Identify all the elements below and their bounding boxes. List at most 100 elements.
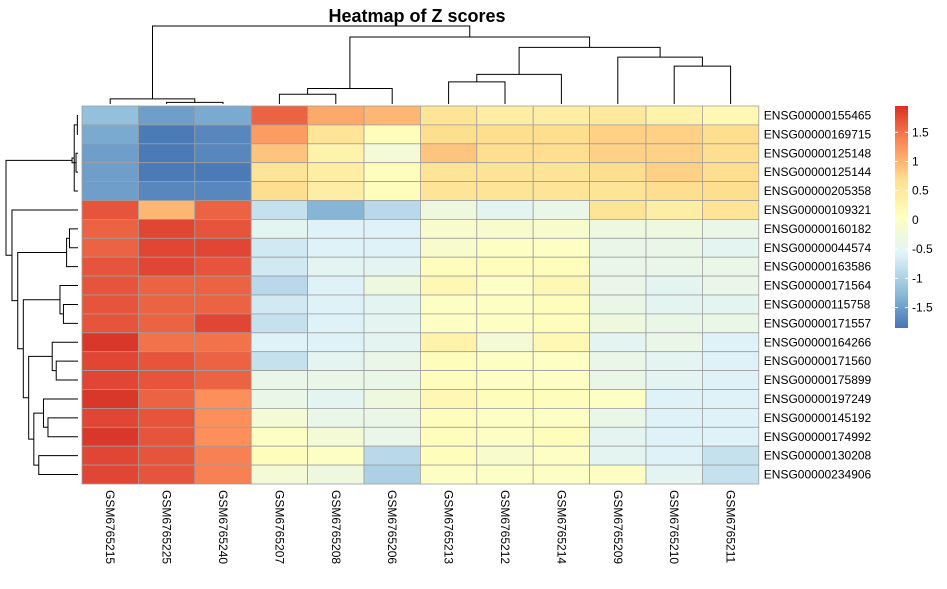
heatmap-cell [702, 237, 760, 258]
dendrogram-branch [17, 251, 67, 350]
heatmap-cell [532, 105, 591, 126]
heatmap-cell [476, 237, 534, 258]
heatmap-cell [589, 370, 647, 390]
heatmap-cell [419, 275, 478, 296]
heatmap-cell [250, 464, 308, 485]
dendrogram-branch [349, 36, 591, 89]
heatmap-cell [137, 256, 196, 277]
dendrogram-branch [278, 93, 337, 104]
heatmap-cell [532, 407, 591, 428]
heatmap-cell [137, 143, 196, 164]
legend-tick-label: -0.5 [912, 242, 933, 256]
heatmap-cell [81, 124, 139, 145]
legend-tick-label: 1 [912, 155, 919, 169]
color-legend: -1.5 -1 -0.5 0 0.5 1 1.5 [895, 106, 933, 328]
heatmap-cell [645, 124, 703, 145]
heatmap-cell [81, 256, 139, 277]
heatmap-cell [250, 332, 308, 353]
heatmap-cell [363, 445, 421, 466]
heatmap-cell [419, 162, 478, 182]
heatmap-cell [645, 237, 703, 258]
heatmap-cell [194, 294, 252, 315]
heatmap-cell [363, 351, 421, 372]
heatmap-cell [476, 313, 534, 334]
heatmap-cell [645, 332, 703, 353]
heatmap-cell [81, 332, 139, 353]
heatmap-cell [532, 124, 591, 145]
heatmap-cell [307, 332, 365, 353]
heatmap-cell [645, 162, 703, 182]
heatmap-cell [589, 313, 647, 334]
row-label: ENSG00000115758 [764, 297, 871, 311]
heatmap-cell [81, 181, 139, 201]
heatmap-cell [702, 200, 760, 220]
column-label: GSM6765206 [385, 490, 399, 564]
heatmap-cell [81, 200, 139, 220]
heatmap-cell [307, 370, 365, 390]
chart-title: Heatmap of Z scores [328, 6, 505, 26]
heatmap-cell [81, 445, 139, 466]
heatmap-cell [589, 105, 647, 126]
heatmap-cell [137, 389, 196, 409]
column-label: GSM6765240 [216, 490, 230, 564]
heatmap-cell [476, 124, 534, 145]
heatmap-cell [532, 181, 591, 201]
heatmap-cell [81, 294, 139, 315]
heatmap-cell [645, 407, 703, 428]
dendrogram-branch [66, 237, 78, 268]
row-label: ENSG00000160182 [764, 222, 872, 236]
heatmap-cell [419, 294, 478, 315]
heatmap-cell [532, 294, 591, 315]
heatmap-cell [81, 105, 139, 126]
heatmap-cell [532, 218, 591, 239]
dendrogram-branch [109, 98, 196, 104]
heatmap-cell [589, 426, 647, 447]
heatmap-cell [81, 218, 139, 239]
heatmap-cell [702, 218, 760, 239]
heatmap-cell [476, 143, 534, 164]
heatmap-cell [702, 464, 760, 485]
heatmap-cell [363, 332, 421, 353]
heatmap-cell [81, 275, 139, 296]
heatmap-cell [532, 256, 591, 277]
heatmap-cell [645, 181, 703, 201]
heatmap-cell [250, 162, 308, 182]
heatmap-cell [363, 389, 421, 409]
column-label: GSM6765213 [442, 490, 456, 564]
heatmap-cell [702, 275, 760, 296]
dendrogram-branch [152, 25, 471, 99]
heatmap-cell [307, 218, 365, 239]
heatmap-cell [363, 464, 421, 485]
heatmap-cell [363, 370, 421, 390]
row-label: ENSG00000125148 [764, 146, 872, 160]
heatmap-cell [702, 181, 760, 201]
heatmap-cell [589, 389, 647, 409]
heatmap-cell [81, 464, 139, 485]
heatmap-cell [250, 105, 308, 126]
legend-ticks: -1.5 -1 -0.5 0 0.5 1 1.5 [895, 125, 933, 315]
heatmap-cell [532, 275, 591, 296]
heatmap-cell [532, 200, 591, 220]
heatmap-cell [307, 105, 365, 126]
heatmap-cell [137, 181, 196, 201]
heatmap-cell [476, 332, 534, 353]
heatmap-cell [419, 313, 478, 334]
heatmap-cell [137, 124, 196, 145]
heatmap-cell [645, 351, 703, 372]
heatmap-cell [476, 256, 534, 277]
column-label: GSM6765215 [103, 490, 117, 564]
heatmap-cell [645, 105, 703, 126]
heatmap-cell [137, 275, 196, 296]
heatmap-cell [250, 445, 308, 466]
heatmap-cell [81, 426, 139, 447]
heatmap-cell [532, 332, 591, 353]
heatmap-cell [702, 162, 760, 182]
heatmap-cell [589, 143, 647, 164]
heatmap-cell [307, 426, 365, 447]
heatmap-cell [363, 407, 421, 428]
heatmap-cell [137, 370, 196, 390]
heatmap-cell [645, 370, 703, 390]
heatmap-cell [307, 351, 365, 372]
column-label: GSM6765211 [724, 490, 738, 563]
heatmap-cell [645, 426, 703, 447]
